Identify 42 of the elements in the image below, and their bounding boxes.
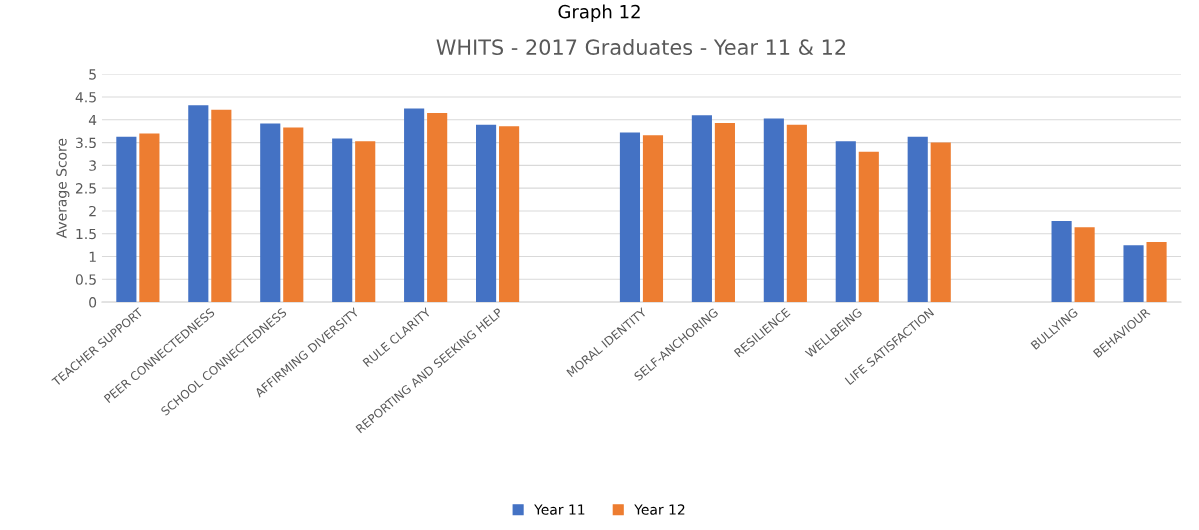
bar — [786, 124, 807, 303]
bar — [930, 142, 951, 303]
bar — [476, 124, 497, 303]
bar — [1074, 227, 1095, 303]
bar — [355, 141, 376, 303]
bar — [835, 141, 856, 303]
chart-title: WHITS - 2017 Graduates - Year 11 & 12 — [436, 38, 846, 56]
y-tick-label: 3 — [89, 160, 96, 171]
bar — [283, 127, 304, 303]
bar — [1146, 241, 1167, 303]
bar — [1051, 220, 1072, 303]
bar — [260, 123, 281, 303]
bar — [116, 136, 137, 303]
y-tick-label: 1 — [89, 251, 96, 262]
bar — [499, 126, 520, 303]
y-tick-label: 4 — [88, 114, 97, 126]
bar — [763, 118, 784, 303]
bar — [188, 105, 209, 303]
bar — [714, 122, 735, 303]
bar — [332, 138, 353, 303]
y-tick-label: 2.5 — [75, 183, 96, 194]
y-tick-label: 2 — [89, 205, 96, 217]
caption: Graph 12 — [558, 4, 640, 22]
y-tick-label: 3.5 — [76, 137, 96, 149]
bar — [139, 133, 160, 303]
legend-label: Year 12 — [634, 504, 685, 515]
bar — [211, 109, 232, 303]
y-tick-label: 0 — [89, 297, 97, 308]
y-tick-label: 5 — [89, 69, 96, 80]
y-axis-title: Average Score — [56, 138, 70, 239]
bar — [619, 132, 641, 303]
bar — [691, 115, 712, 303]
bar — [907, 136, 928, 303]
bar — [427, 112, 448, 303]
bar — [404, 108, 425, 303]
y-tick-label: 0.5 — [75, 274, 96, 285]
bar — [642, 135, 664, 303]
y-tick-label: 4.5 — [75, 92, 96, 103]
y-tick-label: 1.5 — [76, 228, 96, 240]
legend-label: Year 11 — [534, 504, 585, 515]
bar — [858, 151, 879, 303]
bar — [1123, 245, 1144, 303]
